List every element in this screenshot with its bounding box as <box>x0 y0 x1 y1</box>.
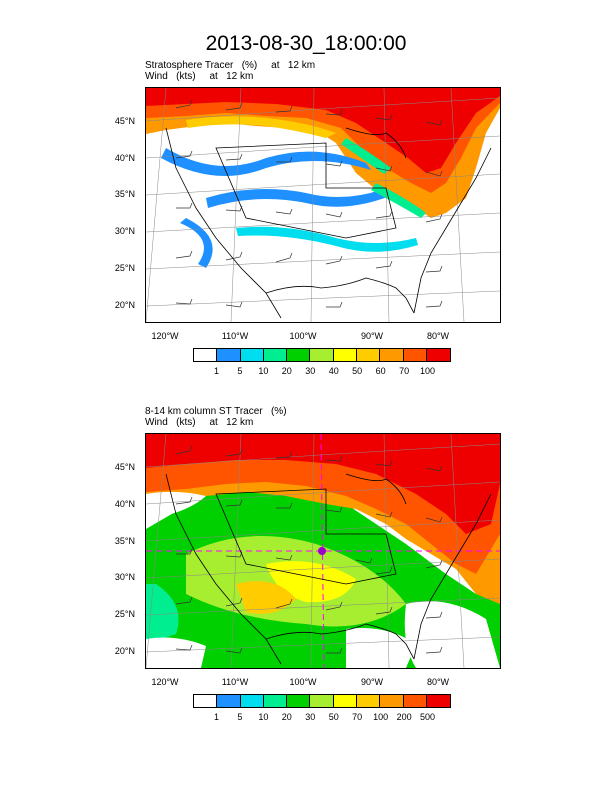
panel1-colorbar-swatch <box>287 349 311 361</box>
panel2-lat-label: 35°N <box>114 536 135 546</box>
panel1-wind-barbs <box>175 99 443 308</box>
panel1-colorbar-swatch <box>380 349 404 361</box>
panel1-colorbar-swatch <box>310 349 334 361</box>
panel1-title-line1: Stratosphere Tracer (%) at 12 km <box>145 60 316 71</box>
panel2-map <box>145 433 501 669</box>
panel2-colorbar-tick: 1 <box>213 712 219 722</box>
panel2-coastlines <box>165 473 492 665</box>
panel1-lat-label: 20°N <box>114 300 135 310</box>
panel1-lat-label: 45°N <box>114 116 135 126</box>
panel1-colorbar-tick: 30 <box>305 366 316 376</box>
panel1-lon-label: 80°W <box>426 331 450 341</box>
panel1-colorbar-tick: 100 <box>420 366 436 376</box>
panel1-filament <box>161 148 371 176</box>
panel2-lon-label: 120°W <box>151 677 179 687</box>
panel2-colorbar-tick: 50 <box>328 712 339 722</box>
panel2-title-line1: 8-14 km column ST Tracer (%) <box>145 406 287 417</box>
panel1-colorbar-tick: 5 <box>237 366 243 376</box>
panel1-lon-label: 100°W <box>289 331 317 341</box>
panel2-lon-label: 90°W <box>360 677 384 687</box>
panel1-coastlines <box>165 127 492 319</box>
panel1-colorbar-swatch <box>194 349 218 361</box>
panel2-lat-label: 30°N <box>114 572 135 582</box>
panel1-title-line2: Wind (kts) at 12 km <box>145 71 254 82</box>
panel2-colorbar-tick: 200 <box>396 712 412 722</box>
panel2-lon-label: 110°W <box>221 677 249 687</box>
panel2-lon-label: 80°W <box>426 677 450 687</box>
panel2-colorbar-swatch <box>333 695 357 707</box>
panel2-colorbar-swatch <box>194 695 218 707</box>
panel1-colorbar-swatch <box>240 349 264 361</box>
panel1-colorbar-swatch <box>356 349 381 361</box>
panel1-colorbar-tick: 10 <box>258 366 269 376</box>
panel2-title-line2: Wind (kts) at 12 km <box>145 417 254 428</box>
panel1-lon-label: 110°W <box>221 331 249 341</box>
panel1-map-svg <box>146 88 500 322</box>
panel1-map <box>145 87 501 323</box>
panel1-lon-label: 120°W <box>151 331 179 341</box>
panel1-colorbar-tick: 40 <box>328 366 339 376</box>
panel1-colorbar-tick: 60 <box>375 366 386 376</box>
panel1-lat-label: 35°N <box>114 189 135 199</box>
panel2-colorbar-swatch <box>380 695 404 707</box>
panel2-colorbar-swatch <box>426 695 451 707</box>
panel2-lat-label: 40°N <box>114 499 135 509</box>
figure-title: 2013-08-30_18:00:00 <box>205 32 407 55</box>
panel2-lat-label: 20°N <box>114 646 135 656</box>
panel2-colorbar-swatch <box>263 695 288 707</box>
panel2-colorbar <box>193 694 451 708</box>
panel1-colorbar <box>193 348 451 362</box>
panel1-colorbar-tick: 50 <box>352 366 363 376</box>
panel1-colorbar-swatch <box>217 349 241 361</box>
panel1-colorbar-swatch <box>263 349 288 361</box>
panel1-colorbar-swatch <box>403 349 427 361</box>
panel2-colorbar-tick: 30 <box>305 712 316 722</box>
panel1-colorbar-tick: 20 <box>281 366 292 376</box>
panel1-lat-label: 40°N <box>114 153 135 163</box>
panel2-marker-lines <box>146 434 500 668</box>
panel2-colorbar-tick: 10 <box>258 712 269 722</box>
panel1-colorbar-swatch <box>333 349 357 361</box>
panel1-graticule <box>146 88 500 322</box>
panel2-colorbar-swatch <box>310 695 334 707</box>
panel1-colorbar-tick: 1 <box>213 366 219 376</box>
panel2-colorbar-swatch <box>240 695 264 707</box>
panel2-colorbar-swatch <box>217 695 241 707</box>
panel2-colorbar-tick: 20 <box>281 712 292 722</box>
panel1-lon-label: 90°W <box>360 331 384 341</box>
panel1-lat-label: 25°N <box>114 263 135 273</box>
panel2-marker-point <box>318 547 326 555</box>
panel2-map-svg <box>146 434 500 668</box>
panel2-colorbar-swatch <box>403 695 427 707</box>
panel2-lat-label: 45°N <box>114 462 135 472</box>
panel2-lon-label: 100°W <box>289 677 317 687</box>
panel1-colorbar-tick: 70 <box>399 366 410 376</box>
panel2-colorbar-tick: 100 <box>373 712 389 722</box>
panel2-colorbar-tick: 70 <box>352 712 363 722</box>
panel2-colorbar-swatch <box>287 695 311 707</box>
panel2-colorbar-swatch <box>356 695 381 707</box>
panel1-lat-label: 30°N <box>114 226 135 236</box>
panel2-colorbar-tick: 500 <box>420 712 436 722</box>
panel2-colorbar-tick: 5 <box>237 712 243 722</box>
panel2-wind-barbs <box>175 445 443 654</box>
panel2-graticule <box>146 434 500 668</box>
panel1-colorbar-swatch <box>426 349 451 361</box>
panel2-lat-label: 25°N <box>114 609 135 619</box>
